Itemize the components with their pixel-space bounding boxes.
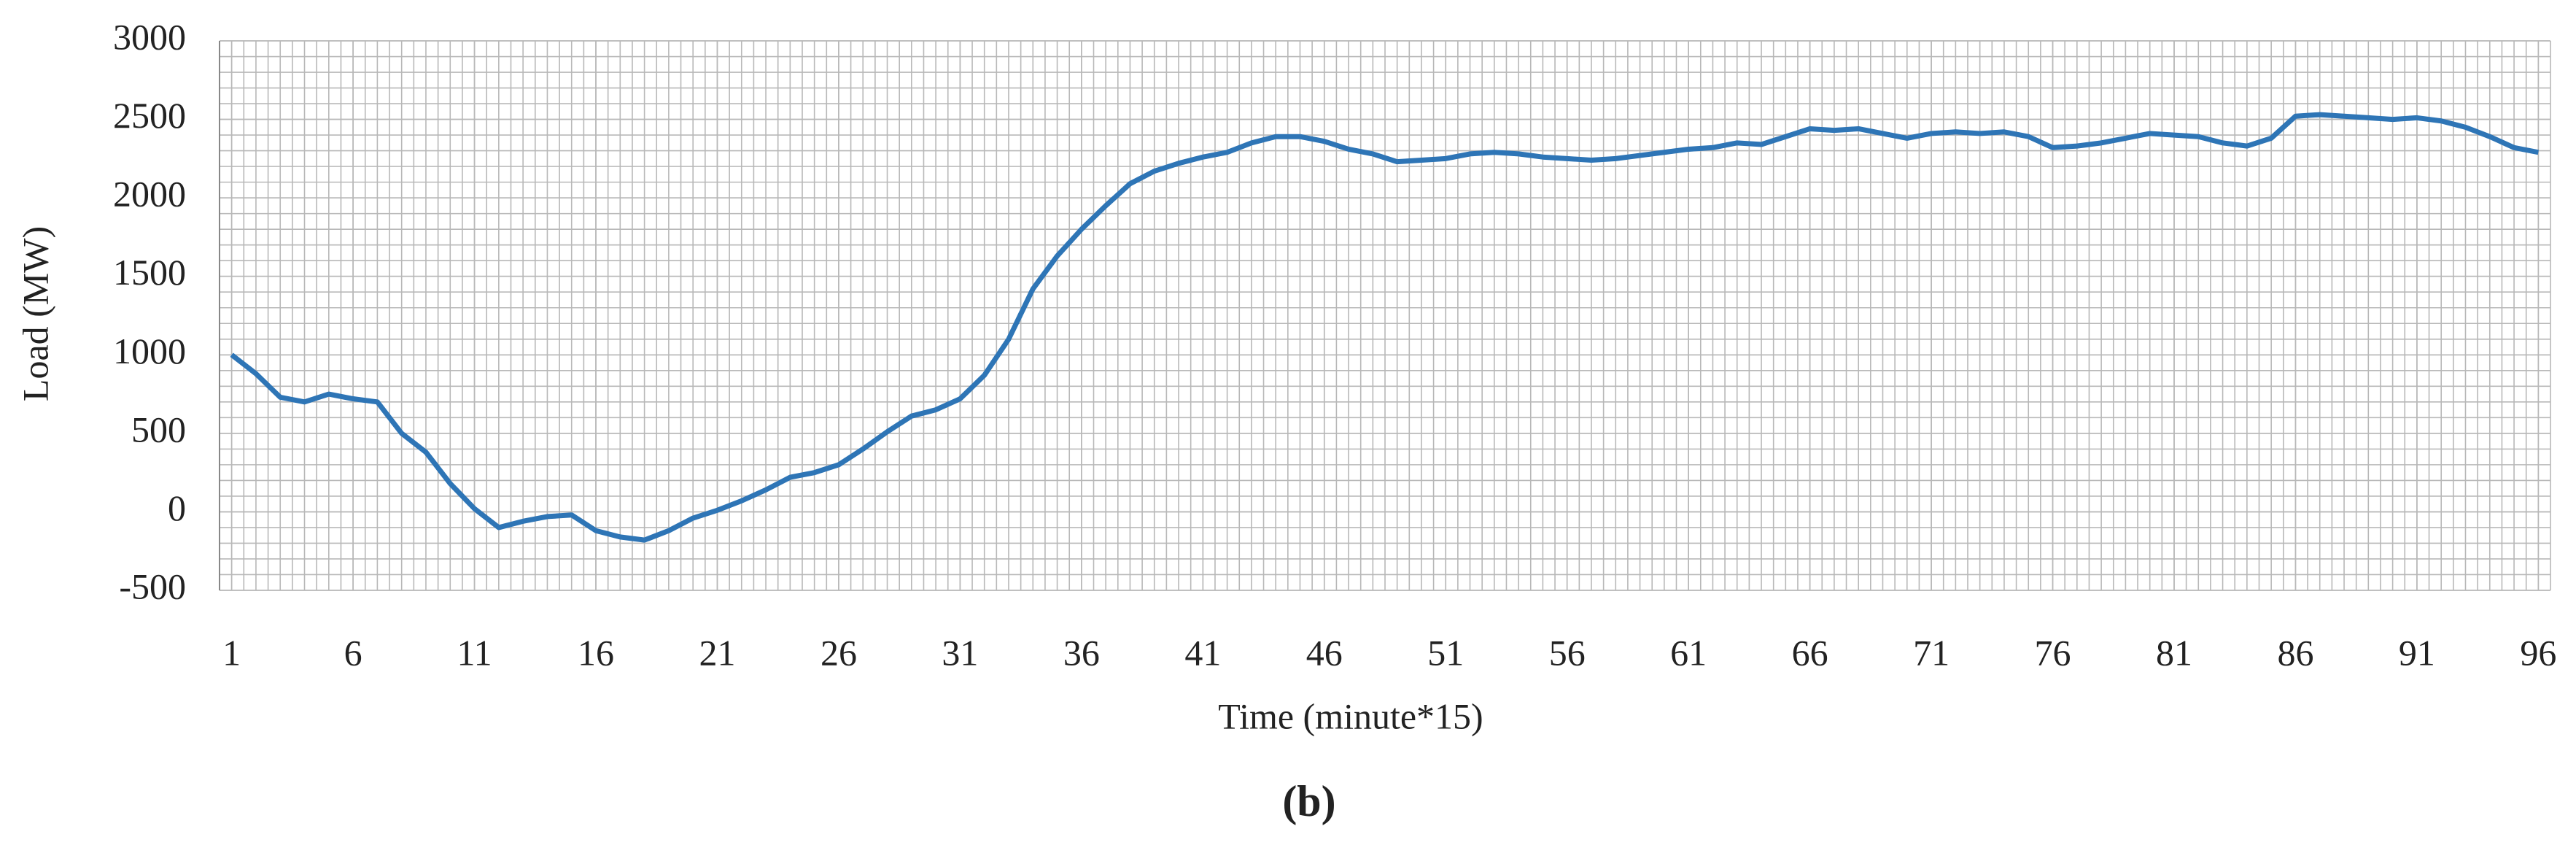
x-tick-label: 11 [457,632,492,673]
y-tick-label: 1000 [113,331,186,371]
x-tick-label: 41 [1184,632,1221,673]
x-tick-label: 81 [2156,632,2192,673]
x-tick-label: 31 [942,632,978,673]
x-tick-label: 86 [2277,632,2313,673]
x-tick-label: 26 [820,632,857,673]
y-tick-label: -500 [119,566,186,606]
y-tick-label: 500 [131,409,186,449]
x-tick-label: 56 [1549,632,1586,673]
line-series [230,112,2540,543]
x-tick-label: 76 [2035,632,2071,673]
x-tick-label: 91 [2399,632,2435,673]
y-axis-label: Load (MW) [15,226,55,401]
caption: (b) [1282,777,1335,825]
x-tick-label: 61 [1670,632,1707,673]
x-tick-label: 1 [222,632,241,673]
x-tick-label: 51 [1427,632,1464,673]
x-tick-label: 46 [1306,632,1343,673]
x-tick-label: 71 [1913,632,1950,673]
x-tick-label: 21 [699,632,735,673]
y-tick-label: 2000 [113,174,186,215]
x-tick-label: 36 [1063,632,1100,673]
x-tick-label: 96 [2520,632,2556,673]
x-tick-label: 66 [1792,632,1828,673]
y-tick-label: 3000 [113,16,186,57]
y-tick-label: 1500 [113,252,186,293]
x-axis-label: Time (minute*15) [1218,695,1483,736]
y-tick-label: 2500 [113,95,186,136]
y-tick-label: 0 [168,487,186,528]
x-tick-label: 16 [578,632,614,673]
x-tick-label: 6 [344,632,362,673]
